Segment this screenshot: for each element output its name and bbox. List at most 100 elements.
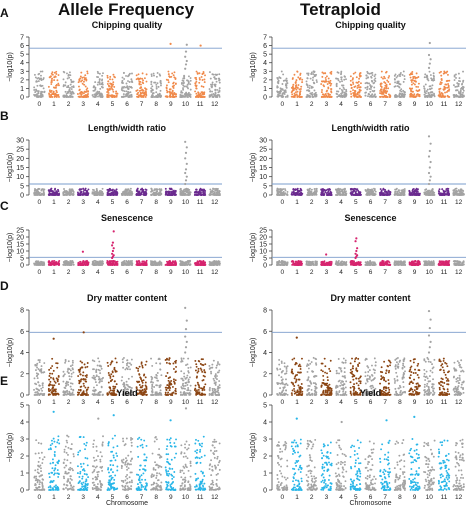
data-point: [199, 96, 202, 98]
data-point: [453, 75, 456, 78]
data-point: [140, 86, 142, 88]
data-point: [42, 87, 45, 90]
data-point: [336, 188, 338, 191]
y-tick-label: 5: [20, 256, 24, 263]
data-point: [442, 190, 445, 193]
chromosome-label: 6: [125, 199, 129, 206]
data-point: [278, 260, 281, 263]
data-point: [446, 73, 449, 76]
data-point: [462, 91, 464, 94]
data-point: [330, 90, 333, 93]
data-point: [99, 83, 101, 86]
chromosome-label: 0: [37, 199, 41, 206]
data-point: [438, 190, 441, 193]
data-point-peak: [184, 157, 187, 160]
data-point: [171, 190, 174, 193]
data-point: [328, 93, 331, 96]
data-point: [130, 95, 133, 98]
data-point: [57, 261, 60, 264]
y-tick-label: 0: [20, 263, 24, 270]
data-point: [127, 96, 130, 98]
data-point: [138, 80, 141, 83]
chromosome-label: 8: [154, 199, 158, 206]
data-point: [69, 194, 72, 196]
data-point: [277, 191, 280, 194]
data-point: [320, 91, 323, 94]
data-point: [107, 264, 110, 266]
data-point: [33, 73, 36, 76]
data-point: [55, 263, 58, 265]
data-point-peak: [427, 53, 431, 57]
data-point: [335, 85, 338, 88]
data-point-peak: [184, 63, 188, 66]
data-point: [35, 80, 38, 83]
data-point-peak: [429, 58, 432, 61]
data-point: [322, 72, 325, 75]
y-tick-label: 30: [259, 138, 267, 145]
data-point: [311, 86, 313, 89]
data-point: [92, 95, 95, 98]
data-point: [68, 262, 70, 264]
data-point: [112, 263, 115, 266]
y-tick-label: 30: [16, 138, 24, 145]
y-tick-label: 15: [16, 165, 24, 172]
data-point: [194, 96, 197, 98]
data-point: [462, 94, 465, 97]
data-point: [366, 82, 369, 85]
data-point: [358, 88, 361, 91]
data-point: [314, 91, 317, 94]
data-point: [293, 73, 296, 76]
y-tick-label: 2: [263, 77, 267, 84]
data-point: [300, 85, 303, 88]
data-point: [339, 191, 342, 193]
data-point: [130, 193, 133, 196]
data-point: [418, 89, 421, 91]
data-point: [284, 188, 286, 190]
data-point: [311, 79, 314, 82]
data-point: [403, 75, 406, 78]
data-point: [68, 71, 71, 74]
data-point: [195, 78, 198, 81]
data-point: [194, 193, 197, 196]
data-point: [38, 72, 41, 75]
data-point: [428, 70, 431, 73]
data-point: [296, 90, 299, 93]
chromosome-label: 9: [169, 101, 173, 108]
data-point: [324, 76, 327, 79]
y-tick-label: 2: [20, 77, 24, 84]
data-point: [352, 190, 355, 193]
data-point: [139, 94, 142, 97]
data-point: [426, 191, 429, 194]
data-point: [211, 81, 214, 84]
data-point: [80, 94, 83, 96]
data-point: [408, 73, 411, 76]
data-point: [186, 95, 189, 98]
data-point: [310, 263, 313, 266]
data-point: [125, 74, 127, 77]
data-point: [82, 96, 85, 98]
data-point: [136, 261, 139, 263]
data-point: [160, 84, 162, 87]
y-tick-label: 0: [263, 193, 267, 200]
data-point: [315, 79, 318, 82]
data-point: [408, 190, 411, 193]
data-point: [461, 192, 464, 195]
data-point: [185, 85, 187, 88]
data-point: [115, 95, 118, 98]
data-point: [85, 88, 88, 91]
data-point: [137, 78, 140, 81]
data-point: [47, 189, 50, 192]
data-point: [353, 93, 356, 96]
data-point: [199, 193, 202, 196]
data-point: [113, 85, 116, 88]
data-point: [412, 77, 415, 80]
data-point: [170, 262, 173, 265]
y-tick-label: 4: [263, 60, 267, 67]
data-point-peak: [112, 247, 115, 250]
data-point: [213, 191, 216, 194]
data-point: [433, 79, 436, 82]
data-point: [309, 262, 311, 265]
data-point: [440, 70, 442, 73]
data-point: [278, 92, 281, 95]
data-point-hits: [199, 44, 202, 47]
